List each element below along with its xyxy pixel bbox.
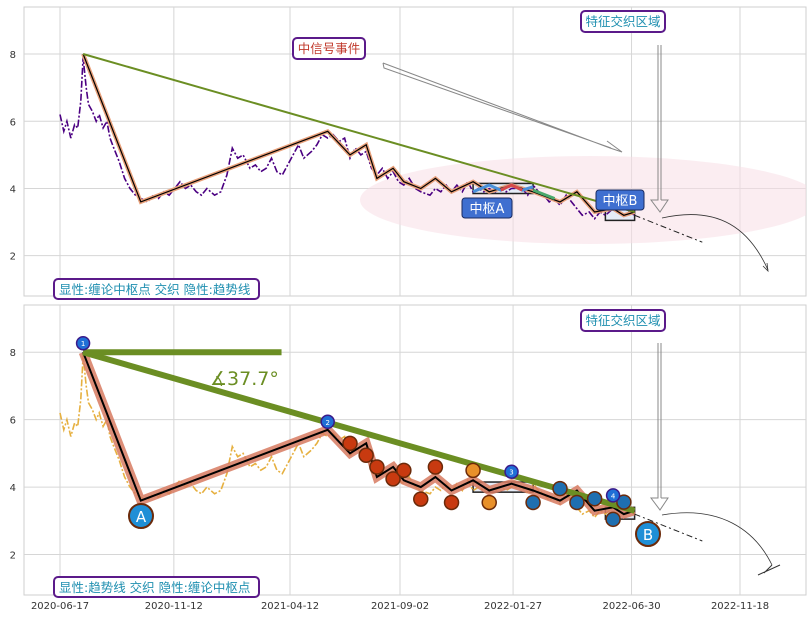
feature-arrow-bottom bbox=[650, 343, 669, 511]
axis-ticks: 2 4 6 8 2 4 6 8 2020-06-17 2020-11-12 2021-04-12 20… bbox=[10, 50, 769, 612]
pivot-node-red-5 bbox=[413, 491, 429, 507]
pivot-node-red-9 bbox=[481, 494, 497, 511]
xtick-label-2: 2021-04-12 bbox=[261, 601, 319, 612]
top-trend-segment bbox=[82, 53, 635, 213]
top-legend-text: 显性:缠论中枢点 交织 隐性:趋势线 bbox=[59, 282, 251, 297]
top-ytick-label-0: 2 bbox=[10, 252, 16, 263]
feature-zone-annotation-bottom: 特征交织区域 bbox=[580, 309, 666, 332]
feature-zone-text-top: 特征交织区域 bbox=[585, 14, 660, 29]
xtick-label-6: 2022-11-18 bbox=[711, 601, 769, 612]
top-stroke-path bbox=[81, 53, 636, 218]
pivot-node-blue-0 bbox=[525, 494, 541, 511]
bottom-projection-line bbox=[634, 513, 703, 542]
numbered-node-label-1: 1 bbox=[81, 340, 85, 348]
bottom-trend-segment bbox=[82, 349, 636, 514]
bottom-ytick-label-0: 2 bbox=[10, 551, 16, 562]
feature-arrow-top bbox=[650, 45, 669, 213]
bottom-ytick-label-2: 6 bbox=[10, 416, 16, 427]
xtick-label-0: 2020-06-17 bbox=[31, 601, 89, 612]
bottom-projection bbox=[634, 513, 703, 542]
numbered-node-1 bbox=[75, 335, 91, 351]
curve-arrow-bottom bbox=[661, 512, 773, 566]
top-projection-line bbox=[634, 214, 703, 243]
top-stroke-line bbox=[82, 53, 635, 216]
top-price-series bbox=[59, 57, 636, 220]
curve-arrow-head-top bbox=[762, 262, 769, 273]
pivot-node-red-1 bbox=[358, 447, 374, 464]
top-trend-line bbox=[82, 53, 635, 213]
pivot-node-blue-5 bbox=[616, 494, 632, 510]
center-label-b: 中枢B bbox=[595, 189, 645, 211]
center-label-a: 中枢A bbox=[461, 197, 513, 219]
bottom-legend-box: 显性:趋势线 交织 隐性:缠论中枢点 bbox=[53, 576, 260, 598]
top-ytick-label-1: 4 bbox=[10, 184, 16, 195]
top-price-line bbox=[59, 57, 636, 220]
pivot-node-red-4 bbox=[396, 462, 412, 479]
feature-zone-annotation-top: 特征交织区域 bbox=[580, 10, 666, 33]
top-panel-frame bbox=[23, 6, 807, 297]
pivot-node-red-2 bbox=[369, 459, 385, 475]
top-ytick-label-2: 6 bbox=[10, 117, 16, 128]
signal-event-text: 中信号事件 bbox=[298, 41, 361, 56]
top-center-wave-red bbox=[500, 183, 523, 192]
pivot-node-blue-1 bbox=[552, 480, 568, 497]
bottom-legend-text: 显性:趋势线 交织 隐性:缠论中枢点 bbox=[59, 580, 250, 595]
pivot-node-blue-3 bbox=[586, 490, 603, 507]
top-projection bbox=[634, 214, 703, 243]
numbered-node-label-4: 4 bbox=[611, 492, 616, 500]
top-legend-box: 显性:缠论中枢点 交织 隐性:趋势线 bbox=[53, 278, 260, 300]
signal-arrow bbox=[382, 62, 623, 153]
numbered-node-label-3: 3 bbox=[509, 469, 513, 477]
bottom-trend-line bbox=[82, 349, 636, 514]
pivot-node-red-3 bbox=[385, 471, 401, 487]
xtick-label-1: 2020-11-12 bbox=[145, 601, 203, 612]
xtick-label-5: 2022-06-30 bbox=[602, 601, 660, 612]
pivot-node-red-6 bbox=[427, 459, 444, 475]
pivot-node-red-0 bbox=[342, 435, 358, 452]
bottom-ytick-label-3: 8 bbox=[10, 348, 16, 359]
top-center-wave-green bbox=[532, 188, 556, 200]
xtick-label-4: 2022-01-27 bbox=[484, 601, 542, 612]
point-a-marker: A bbox=[128, 503, 154, 529]
pivot-node-blue-2 bbox=[569, 494, 585, 511]
xtick-label-3: 2021-09-02 bbox=[371, 601, 429, 612]
numbered-node-label-2: 2 bbox=[325, 419, 329, 427]
curve-arrow-top bbox=[661, 214, 769, 271]
bottom-pivot-nodes: 1 2 3 4 bbox=[75, 335, 632, 528]
signal-event-annotation: 中信号事件 bbox=[292, 37, 366, 60]
center-label-b-text: 中枢B bbox=[603, 194, 638, 209]
point-b-label: B bbox=[643, 526, 653, 544]
pivot-node-red-7 bbox=[443, 494, 460, 511]
feature-zone-text-bottom: 特征交织区域 bbox=[585, 313, 660, 328]
numbered-node-2 bbox=[320, 414, 335, 430]
pivot-node-red-8 bbox=[465, 462, 481, 479]
center-label-a-text: 中枢A bbox=[470, 202, 505, 217]
bottom-stroke-line bbox=[82, 351, 635, 516]
bottom-stroke-path bbox=[78, 350, 636, 520]
point-a-label: A bbox=[136, 508, 147, 526]
bottom-ytick-label-1: 4 bbox=[10, 483, 16, 494]
numbered-node-3 bbox=[504, 464, 519, 479]
top-ytick-label-3: 8 bbox=[10, 50, 16, 61]
angle-label: ∡37.7° bbox=[210, 368, 279, 390]
point-b-marker: B bbox=[635, 521, 661, 547]
pivot-node-blue-4 bbox=[605, 511, 621, 528]
curve-arrow-head-bottom bbox=[757, 564, 781, 576]
numbered-node-4 bbox=[605, 488, 621, 503]
